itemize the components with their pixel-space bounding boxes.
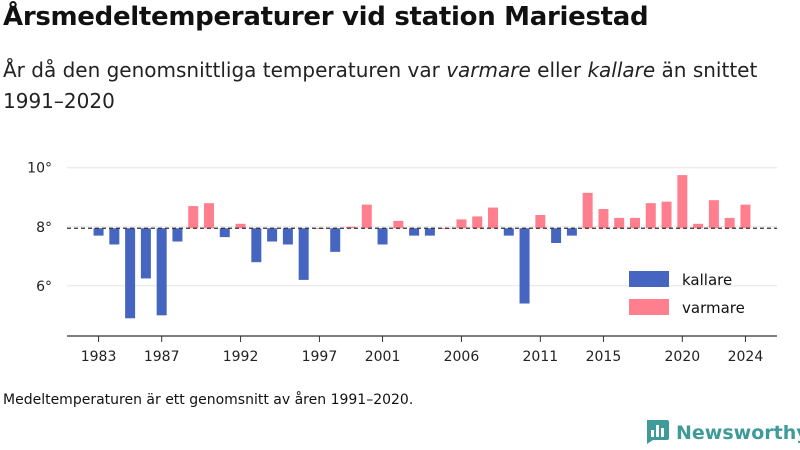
bar-2007 [472,216,483,229]
x-tick-label: 2015 [586,349,622,365]
y-axis-ticks: 6° 8° 10° [27,161,52,295]
bar-2017 [630,217,640,229]
x-tick-label: 2006 [444,349,480,365]
bar-2023 [724,217,735,229]
bar-2024 [740,204,751,229]
chart-subtitle: År då den genomsnittliga temperaturen va… [3,55,793,117]
bar-2001 [377,228,388,245]
temperature-bar-chart: 6° 8° 10° 1983 1987 1992 1997 2001 2006 2011 2015… [27,161,777,365]
bar-2013 [566,228,577,236]
bar-2015 [598,209,609,229]
bar-2018 [645,203,656,229]
x-tick-label: 1997 [302,349,338,365]
x-tick-label: 1992 [223,349,259,365]
bar-1983 [93,228,104,236]
bar-1987 [156,228,167,316]
bar-1986 [140,228,151,279]
y-tick-label: 8° [36,220,52,236]
newsworthy-logo-icon [644,418,670,448]
legend-label-varmare: varmare [682,299,745,317]
bar-2016 [614,217,625,229]
subtitle-prefix: År då den genomsnittliga temperaturen va… [3,58,447,82]
x-tick-label: 2001 [365,349,401,365]
bar-1993 [251,228,262,263]
y-tick-label: 6° [36,279,52,295]
bar-2022 [708,200,719,229]
subtitle-warmer: varmare [446,58,531,82]
bar-1989 [188,206,199,229]
bar-2010 [519,228,530,304]
bar-2014 [582,192,593,229]
bar-1996 [298,228,309,280]
bar-2000 [361,204,372,229]
bar-2008 [488,207,498,229]
bar-2004 [424,228,435,236]
subtitle-colder: kallare [587,58,656,82]
bar-2011 [535,214,546,229]
subtitle-suffix: än snittet 1991–2020 [3,58,758,113]
brand[interactable]: Newsworthy [644,420,800,446]
chart-legend: kallare varmare [629,271,745,317]
subtitle-middle: eller [530,58,588,82]
legend-swatch-kallare [629,271,669,287]
x-tick-label: 2020 [665,349,701,365]
bar-2020 [677,175,688,229]
bar-1991 [219,228,230,238]
bar-2003 [409,228,420,236]
bar-1985 [125,228,136,319]
footnote: Medeltemperaturen är ett genomsnitt av å… [3,392,414,408]
bar-1998 [330,228,341,252]
bar-1999 [346,226,356,229]
bar-1990 [204,203,214,229]
bar-1988 [172,228,183,242]
bars [93,175,751,319]
bar-2002 [393,220,404,229]
bar-1994 [267,228,278,242]
x-tick-label: 2024 [728,349,764,365]
brand-name: Newsworthy [676,422,800,444]
bar-1984 [109,228,120,245]
chart-title: Årsmedeltemperaturer vid station Mariest… [3,2,649,32]
y-tick-label: 10° [27,161,52,177]
bar-2006 [456,219,467,229]
legend-label-kallare: kallare [682,271,732,289]
x-tick-label: 1987 [144,349,180,365]
bar-1992 [235,223,246,229]
x-tick-label: 2011 [523,349,559,365]
bar-2019 [661,201,672,229]
x-tick-label: 1983 [81,349,117,365]
legend-swatch-varmare [629,299,669,315]
bar-2009 [503,228,514,236]
x-axis-ticks: 1983 1987 1992 1997 2001 2006 2011 2015 2020 2024 [81,336,764,365]
bar-2012 [551,228,562,243]
bar-2021 [693,223,704,229]
bar-1995 [282,228,293,245]
